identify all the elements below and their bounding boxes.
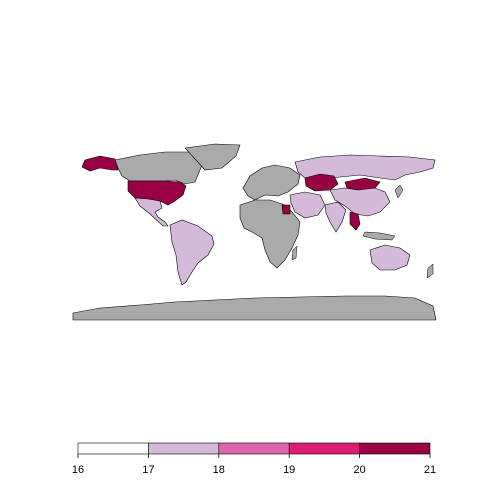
region-middle-east — [289, 191, 326, 219]
region-china — [329, 187, 391, 217]
legend-tick-label: 21 — [424, 464, 436, 476]
legend-tick-label: 16 — [72, 464, 84, 476]
region-kazakhstan — [304, 173, 339, 192]
region-africa — [239, 199, 301, 269]
region-egypt — [281, 204, 291, 215]
legend-tick-label: 19 — [283, 464, 295, 476]
region-mexico — [134, 197, 169, 227]
legend-bin-20-21 — [359, 442, 431, 455]
region-japan — [394, 184, 404, 199]
legend-tick-label: 20 — [353, 464, 365, 476]
legend-tick-label: 18 — [213, 464, 225, 476]
legend-ticks — [77, 454, 431, 458]
legend-bin-18-19 — [218, 442, 290, 455]
region-alaska — [81, 155, 119, 172]
legend-bin-19-20 — [288, 442, 360, 455]
region-south-america — [169, 219, 215, 286]
region-antarctica — [72, 295, 437, 321]
region-indonesia — [362, 231, 396, 241]
region-greenland — [184, 143, 241, 171]
legend-tick-labels: 16 17 18 19 20 21 — [72, 464, 436, 476]
region-united-states — [127, 180, 187, 206]
legend-bin-17-18 — [148, 442, 220, 455]
region-canada — [114, 151, 206, 185]
region-madagascar — [291, 245, 298, 261]
region-australia — [369, 244, 411, 271]
region-india — [324, 201, 347, 233]
legend-bin-16-17 — [77, 442, 149, 455]
region-new-zealand — [426, 263, 434, 279]
region-southeast-asia — [349, 211, 361, 231]
legend-tick-label: 17 — [142, 464, 154, 476]
legend-color-bar — [77, 442, 431, 455]
